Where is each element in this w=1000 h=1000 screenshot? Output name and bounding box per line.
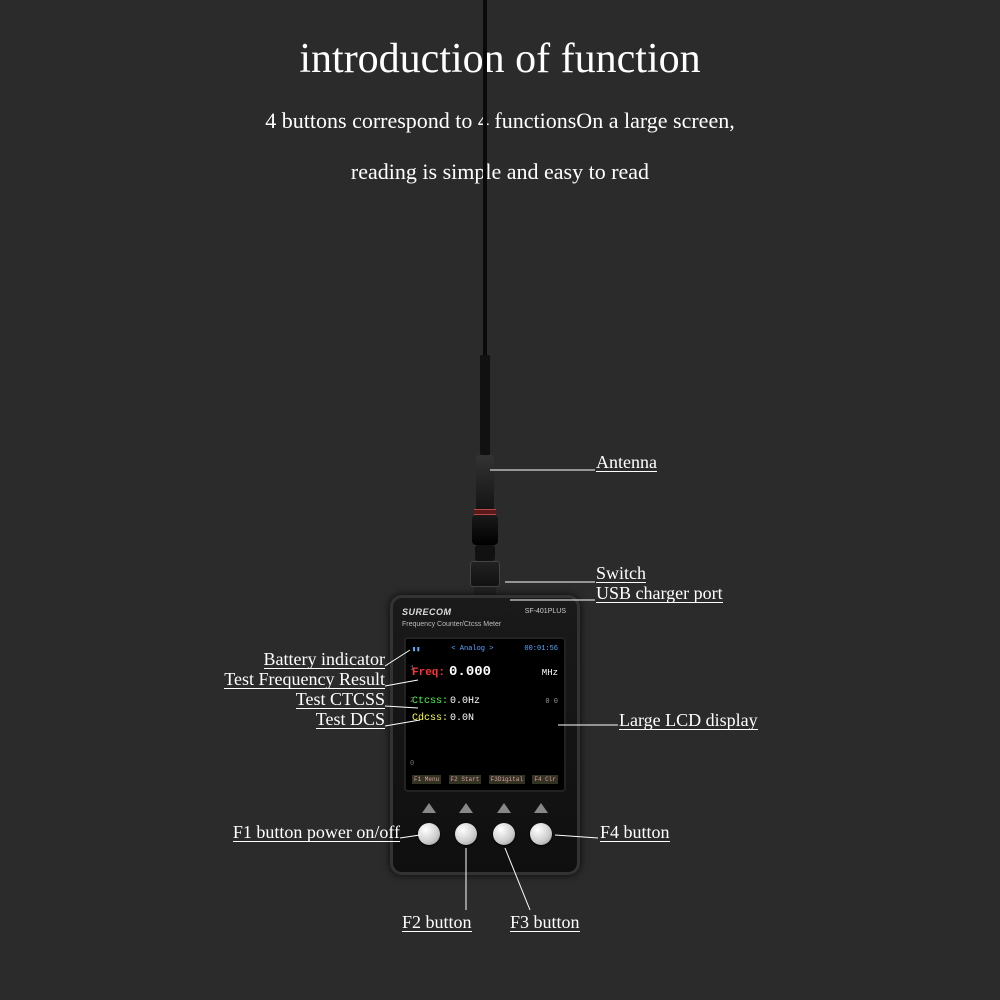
label-f3: F3 button	[510, 912, 580, 933]
clock: 00:01:56	[524, 645, 558, 654]
f2-button[interactable]	[455, 823, 477, 845]
antenna-base	[476, 455, 494, 515]
f3-button[interactable]	[493, 823, 515, 845]
label-ctcss: Test CTCSS	[296, 689, 385, 710]
label-freq-result: Test Frequency Result	[224, 669, 385, 690]
ctcss-right: 0 0	[545, 698, 558, 706]
ctcss-value: 0.0Hz	[450, 696, 480, 707]
mode-indicator: < Analog >	[451, 645, 493, 654]
label-lcd: Large LCD display	[619, 710, 758, 731]
antenna-whip	[483, 0, 487, 355]
freq-label: Freq:	[412, 667, 445, 679]
brand-label: SURECOM	[402, 607, 452, 617]
f1-button[interactable]	[418, 823, 440, 845]
antenna-mid	[480, 355, 490, 455]
label-dcs: Test DCS	[316, 709, 385, 730]
row-num-1: 1	[410, 665, 414, 673]
cdcss-label: Cdcss:	[412, 713, 448, 724]
subtitle-line-1: 4 buttons correspond to 4 functionsOn a …	[0, 108, 1000, 134]
tagline-label: Frequency Counter/Ctcss Meter	[402, 621, 501, 628]
subtitle-line-2: reading is simple and easy to read	[0, 159, 1000, 185]
ctcss-label: Ctcss:	[412, 696, 448, 707]
label-f4: F4 button	[600, 822, 670, 843]
page-title: introduction of function	[0, 0, 1000, 83]
label-f2: F2 button	[402, 912, 472, 933]
label-usb: USB charger port	[596, 583, 723, 604]
triangle-indicators	[410, 803, 560, 813]
label-antenna: Antenna	[596, 452, 657, 473]
battery-icon: ▮▮	[412, 645, 420, 654]
device: SURECOM SF-401PLUS Frequency Counter/Ctc…	[390, 595, 580, 875]
screen-footer: F1 Menu F2 Start F3Digital F4 Clr	[412, 775, 558, 784]
model-label: SF-401PLUS	[525, 608, 566, 615]
label-battery: Battery indicator	[264, 649, 385, 670]
lcd-screen: ▮▮ < Analog > 00:01:56 1 Freq: 0.000 MHz…	[404, 637, 566, 792]
f4-button[interactable]	[530, 823, 552, 845]
antenna-connector	[470, 515, 500, 595]
row-num-2: 2	[410, 697, 414, 705]
label-switch: Switch	[596, 563, 646, 584]
row-num-0: 0	[410, 760, 414, 768]
freq-value: 0.000	[449, 664, 491, 680]
label-f1: F1 button power on/off	[233, 822, 400, 843]
cdcss-value: 0.0N	[450, 713, 474, 724]
freq-unit: MHz	[542, 668, 558, 678]
